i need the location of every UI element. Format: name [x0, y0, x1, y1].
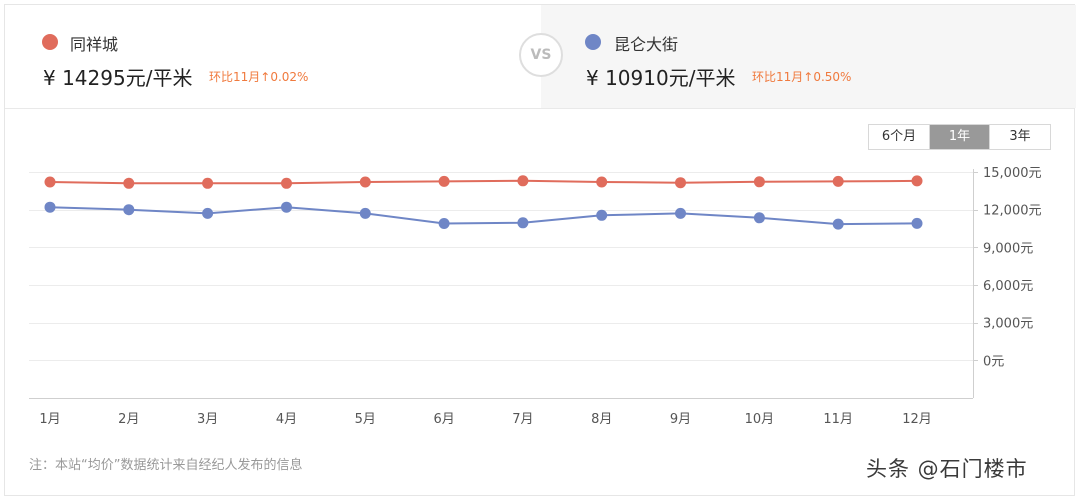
x-tick-label-5: 6月: [433, 412, 454, 427]
change-left: 环比11月↑0.02%: [209, 70, 309, 84]
series-0-point-10: [832, 175, 844, 187]
y-tick-label-4: 3,000元: [983, 317, 1033, 332]
x-tick-label-9: 10月: [745, 412, 775, 427]
series-0-point-0: [44, 176, 56, 188]
series-0-point-6: [517, 175, 529, 187]
change-right: 环比11月↑0.50%: [752, 70, 852, 84]
series-1-point-3: [281, 201, 292, 213]
x-tick-label-3: 4月: [276, 412, 297, 427]
y-tick-label-0: 15,000元: [983, 166, 1042, 181]
series-0-point-3: [281, 177, 292, 189]
footnote: 注：本站“均价”数据统计来自经纪人发布的信息: [29, 458, 303, 473]
series-0-point-9: [753, 176, 765, 188]
y-tick-label-5: 0元: [983, 354, 1004, 369]
compare-header: 同祥城 ¥ 14295元/平米 环比11月↑0.02% 昆仑大街 ¥ 10910…: [5, 5, 1076, 109]
series-1-point-7: [596, 209, 608, 221]
series-0-point-8: [675, 177, 686, 189]
series-0-point-4: [359, 176, 371, 188]
x-tick-label-2: 3月: [197, 412, 218, 427]
series-1-point-5: [438, 218, 450, 229]
compare-panel-left: 同祥城 ¥ 14295元/平米 环比11月↑0.02%: [5, 5, 541, 108]
series-0-point-7: [596, 176, 608, 188]
y-tick-label-3: 6,000元: [983, 279, 1033, 294]
y-tick-label-2: 9,000元: [983, 241, 1033, 256]
series-1-point-9: [753, 212, 765, 224]
range-selector: 6个月 1年 3年: [868, 124, 1051, 150]
community-name-left: 同祥城: [70, 35, 119, 54]
x-tick-label-4: 5月: [355, 412, 376, 427]
x-tick-label-11: 12月: [902, 412, 932, 427]
series-1-point-4: [359, 207, 371, 219]
series-line-1: [49, 206, 918, 226]
y-tick-label-1: 12,000元: [983, 204, 1042, 219]
series-1-point-2: [202, 207, 214, 219]
range-tab-3-years[interactable]: 3年: [989, 125, 1050, 149]
range-tab-6-months[interactable]: 6个月: [869, 125, 929, 149]
series-0-point-1: [123, 177, 135, 189]
legend-dot-left: [42, 34, 58, 50]
watermark: 头条 @石门楼市: [866, 457, 1028, 481]
range-tab-1-year[interactable]: 1年: [929, 125, 989, 149]
series-1-point-6: [517, 217, 529, 229]
x-tick-label-8: 9月: [670, 412, 691, 427]
x-tick-label-0: 1月: [39, 412, 60, 427]
compare-panel-right: 昆仑大街 ¥ 10910元/平米 环比11月↑0.50%: [541, 5, 1076, 108]
series-1-point-10: [832, 218, 844, 230]
series-1-point-0: [44, 201, 56, 213]
price-trend-chart: 15,000元 12,000元 9,000元 6,000元 3,000元 0元 1月 2月 3月…: [29, 166, 1042, 427]
legend-dot-right: [585, 34, 601, 50]
x-tick-label-10: 11月: [823, 412, 853, 427]
series-line-0: [49, 179, 918, 185]
community-name-right: 昆仑大街: [614, 35, 679, 54]
series-0-point-5: [438, 175, 450, 187]
price-compare-card: 同祥城 ¥ 14295元/平米 环比11月↑0.02% 昆仑大街 ¥ 10910…: [4, 4, 1076, 496]
vs-badge: VS: [519, 33, 563, 77]
x-tick-label-1: 2月: [118, 412, 139, 427]
series-1-point-11: [911, 217, 923, 229]
series-1-point-1: [123, 204, 135, 216]
price-right: ¥ 10910元/平米: [586, 66, 736, 90]
x-tick-label-6: 7月: [512, 412, 533, 427]
series-1-point-8: [675, 207, 686, 219]
series-0-point-11: [911, 175, 923, 187]
series-0-point-2: [202, 177, 214, 189]
price-left: ¥ 14295元/平米: [43, 66, 193, 90]
x-tick-label-7: 8月: [591, 412, 612, 427]
